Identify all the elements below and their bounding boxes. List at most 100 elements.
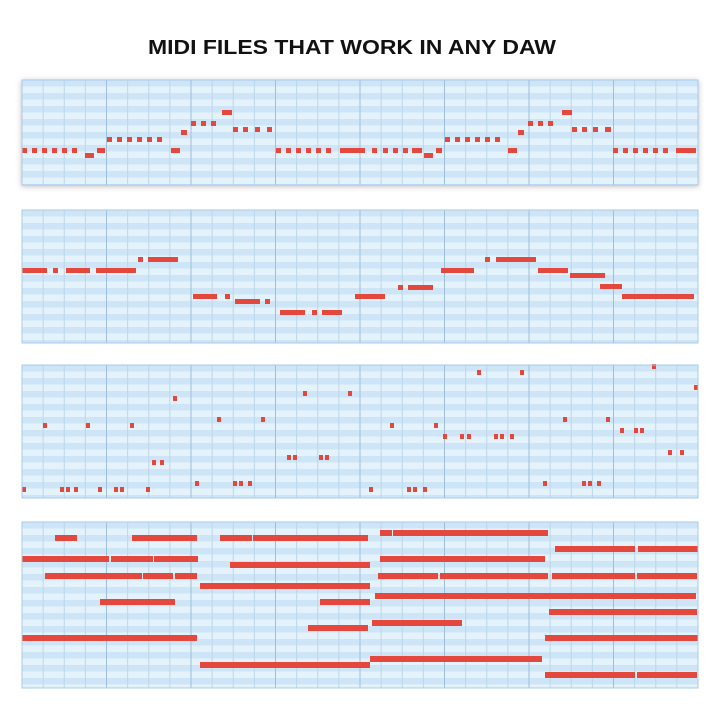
note <box>96 268 136 273</box>
note <box>518 130 524 135</box>
note <box>606 417 610 422</box>
note <box>100 599 175 605</box>
note <box>355 294 385 299</box>
note <box>253 535 368 541</box>
note <box>255 127 260 132</box>
note <box>496 257 536 262</box>
note <box>53 268 58 273</box>
note <box>508 148 517 153</box>
note <box>436 148 442 153</box>
note <box>500 434 504 439</box>
note <box>32 148 37 153</box>
note <box>408 285 433 290</box>
note <box>548 121 553 126</box>
piano-roll <box>21 364 699 499</box>
note <box>148 257 178 262</box>
note <box>225 294 230 299</box>
note <box>267 127 272 132</box>
note <box>549 609 697 615</box>
note <box>220 535 252 541</box>
note <box>66 268 90 273</box>
note <box>538 121 543 126</box>
note <box>412 148 422 153</box>
note <box>653 148 658 153</box>
note <box>143 573 173 579</box>
note <box>303 391 307 396</box>
note <box>66 487 70 492</box>
note <box>248 481 252 486</box>
note <box>477 370 481 375</box>
note <box>545 635 698 641</box>
note <box>312 310 317 315</box>
note <box>293 455 297 460</box>
note <box>465 137 470 142</box>
note <box>137 137 142 142</box>
note <box>555 546 635 552</box>
note <box>528 121 533 126</box>
note <box>320 599 370 605</box>
note <box>622 294 694 299</box>
note <box>286 148 291 153</box>
note <box>296 148 301 153</box>
note <box>407 487 411 492</box>
note <box>97 148 105 153</box>
note <box>154 556 198 562</box>
note <box>494 434 498 439</box>
note <box>147 137 152 142</box>
note <box>424 153 433 158</box>
note <box>443 434 447 439</box>
note <box>306 148 311 153</box>
note <box>663 148 668 153</box>
note <box>348 391 352 396</box>
note <box>562 110 572 115</box>
note <box>195 481 199 486</box>
note <box>390 423 394 428</box>
note <box>605 127 611 132</box>
note <box>467 434 471 439</box>
note <box>380 556 545 562</box>
note <box>640 428 644 433</box>
note <box>633 148 638 153</box>
note <box>460 434 464 439</box>
note <box>563 417 567 422</box>
note <box>582 127 587 132</box>
note <box>181 130 187 135</box>
note <box>171 148 180 153</box>
note <box>375 593 550 599</box>
note <box>233 127 238 132</box>
note <box>380 530 392 536</box>
note <box>55 535 77 541</box>
note <box>588 481 592 486</box>
note <box>322 310 342 315</box>
note <box>52 148 57 153</box>
note <box>175 573 197 579</box>
note <box>72 148 77 153</box>
note <box>423 487 427 492</box>
note <box>643 148 648 153</box>
note <box>211 121 216 126</box>
note <box>393 530 548 536</box>
note <box>308 625 368 631</box>
note <box>623 148 628 153</box>
note <box>22 635 197 641</box>
roll-border <box>21 364 699 499</box>
note <box>200 583 370 589</box>
note <box>319 455 323 460</box>
note <box>543 481 547 486</box>
note <box>86 423 90 428</box>
note <box>22 556 109 562</box>
note <box>90 573 142 579</box>
note <box>638 546 698 552</box>
note <box>582 481 586 486</box>
note <box>600 284 622 289</box>
note <box>117 137 122 142</box>
roll-border <box>21 521 699 689</box>
note <box>398 285 403 290</box>
note <box>316 148 321 153</box>
note <box>114 487 118 492</box>
note <box>200 662 370 668</box>
note <box>372 148 377 153</box>
note <box>455 137 460 142</box>
note <box>680 450 684 455</box>
